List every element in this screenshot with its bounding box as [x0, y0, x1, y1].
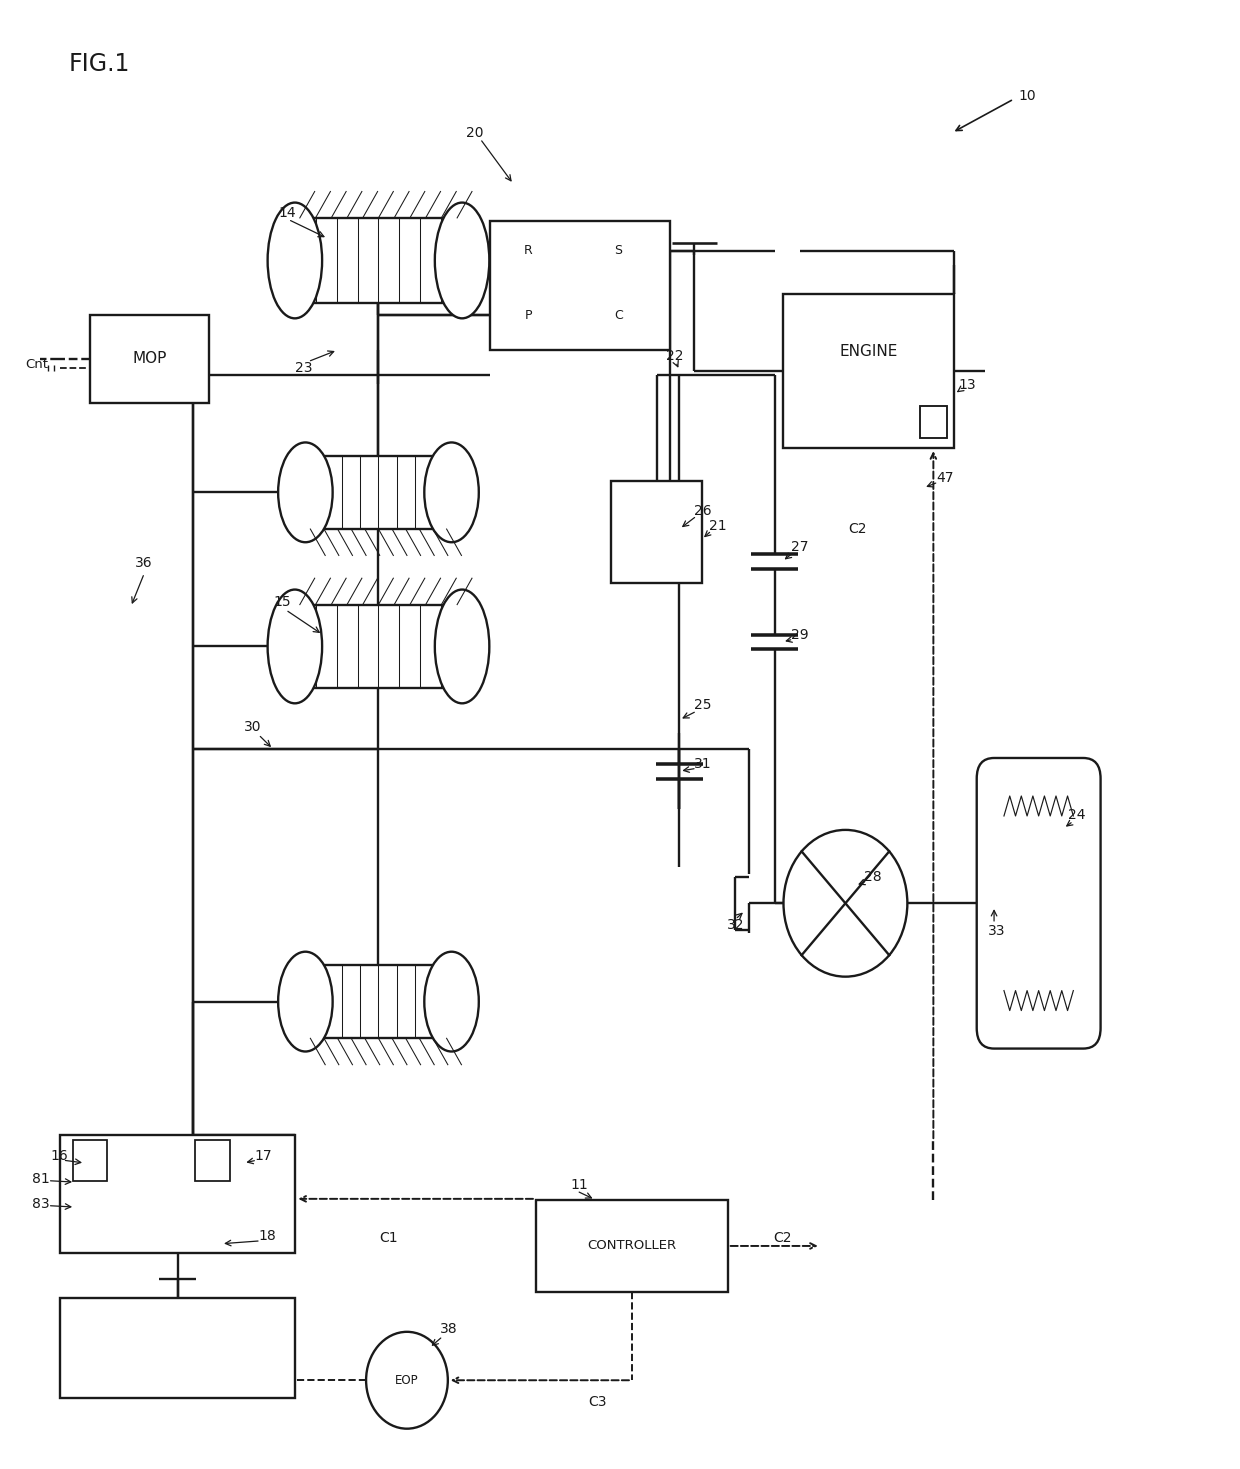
Bar	[89, 314, 208, 403]
Text: FIG.1: FIG.1	[68, 51, 130, 76]
Text: 83: 83	[32, 1197, 50, 1210]
Text: 30: 30	[243, 720, 260, 734]
Text: C2: C2	[848, 521, 867, 536]
Text: 10: 10	[1019, 90, 1037, 103]
Bar	[920, 405, 947, 438]
Text: 26: 26	[694, 504, 712, 519]
Text: EOP: EOP	[396, 1374, 419, 1387]
Bar	[611, 480, 702, 583]
Ellipse shape	[424, 952, 479, 1052]
Text: 33: 33	[988, 924, 1006, 939]
Text: C: C	[614, 308, 622, 322]
Text: MOP: MOP	[133, 351, 166, 366]
Text: 24: 24	[1069, 808, 1086, 823]
Ellipse shape	[278, 952, 332, 1052]
Ellipse shape	[435, 589, 490, 704]
FancyBboxPatch shape	[977, 758, 1101, 1049]
Text: 16: 16	[51, 1149, 68, 1162]
Ellipse shape	[268, 589, 322, 704]
Text: 22: 22	[666, 348, 683, 363]
Text: 14: 14	[278, 207, 296, 220]
Ellipse shape	[268, 203, 322, 319]
Text: 20: 20	[466, 126, 484, 140]
Bar	[305, 965, 451, 1039]
Ellipse shape	[424, 442, 479, 542]
Text: 32: 32	[727, 918, 744, 933]
Bar	[536, 1200, 728, 1293]
Bar	[61, 1136, 295, 1253]
Text: 29: 29	[791, 627, 808, 642]
Text: ENGINE: ENGINE	[839, 344, 898, 358]
Text: 21: 21	[709, 519, 727, 533]
Text: S: S	[614, 244, 622, 257]
Bar	[784, 294, 955, 448]
Text: 27: 27	[791, 539, 808, 554]
Text: C1: C1	[379, 1231, 398, 1244]
Text: 25: 25	[694, 698, 712, 712]
Bar	[72, 1140, 107, 1181]
Text: 13: 13	[959, 378, 976, 392]
Text: 15: 15	[273, 595, 291, 610]
Text: C2: C2	[774, 1231, 792, 1244]
Text: 31: 31	[694, 757, 712, 771]
Bar	[295, 605, 463, 689]
Bar	[61, 1299, 295, 1398]
Text: 17: 17	[254, 1149, 273, 1162]
Text: 36: 36	[134, 555, 153, 570]
Circle shape	[784, 830, 908, 977]
Text: 47: 47	[936, 470, 954, 485]
Bar	[305, 455, 451, 529]
Text: Cnt: Cnt	[26, 358, 48, 372]
Text: 28: 28	[864, 870, 882, 884]
Text: R: R	[525, 244, 533, 257]
Text: 18: 18	[258, 1230, 277, 1243]
Bar	[490, 220, 670, 350]
Ellipse shape	[278, 442, 332, 542]
Text: CONTROLLER: CONTROLLER	[588, 1240, 676, 1253]
Text: 38: 38	[440, 1322, 458, 1335]
Text: 81: 81	[32, 1172, 50, 1185]
Text: 11: 11	[570, 1178, 588, 1191]
Bar	[195, 1140, 229, 1181]
Text: 23: 23	[295, 360, 312, 375]
Text: C3: C3	[589, 1396, 606, 1409]
Bar	[295, 217, 463, 303]
Text: P: P	[525, 308, 532, 322]
Ellipse shape	[435, 203, 490, 319]
Circle shape	[366, 1332, 448, 1429]
